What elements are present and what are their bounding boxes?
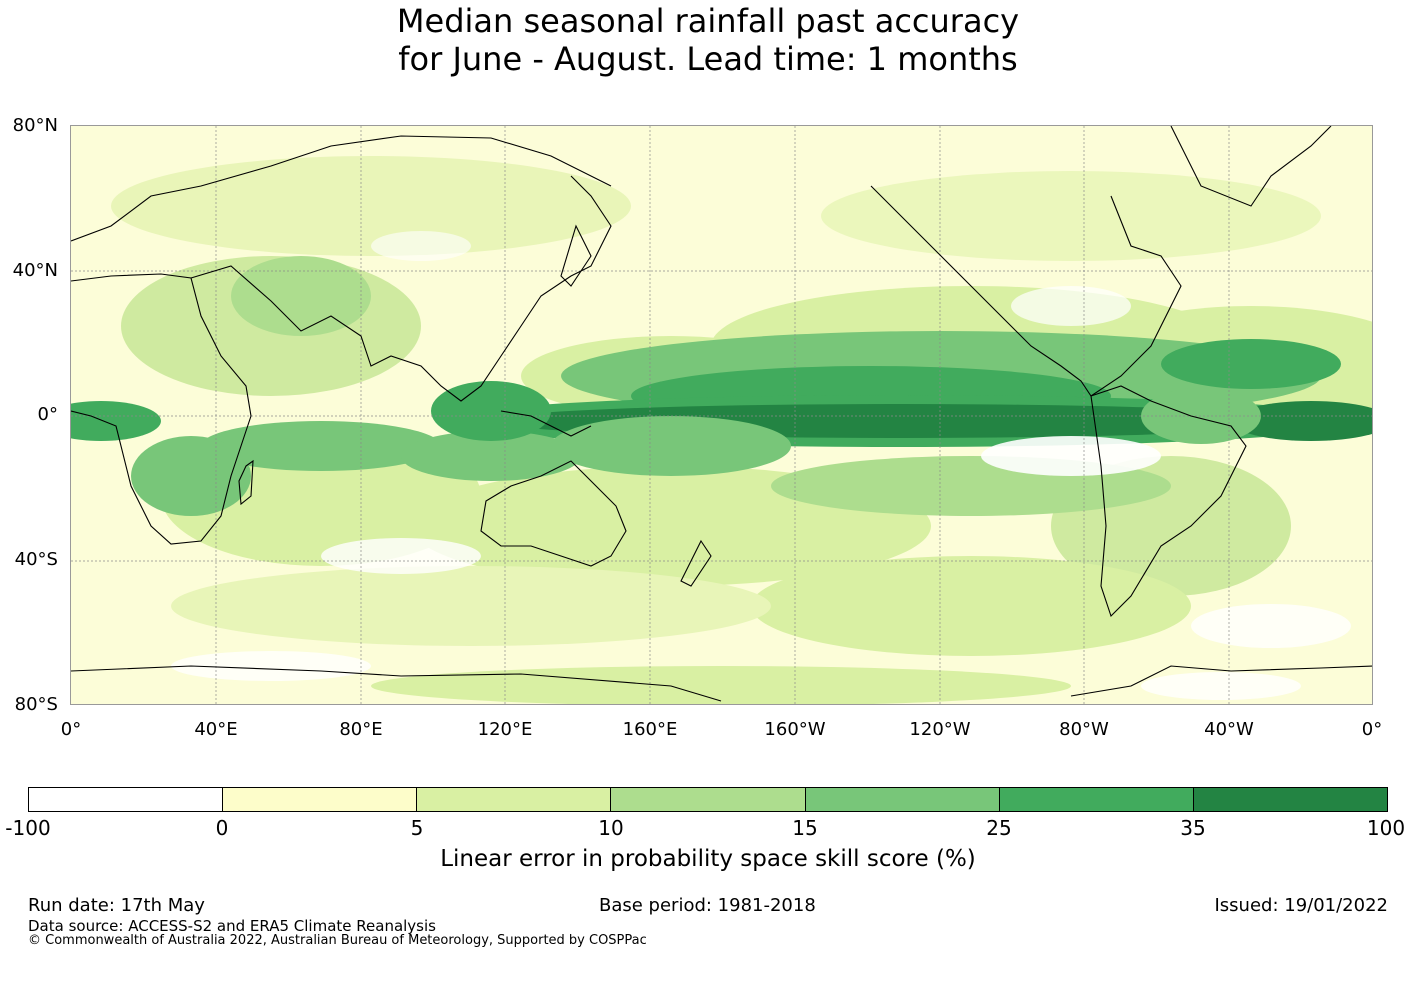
skill-field: [71, 156, 1372, 704]
lon-label-120w: 120°W: [909, 719, 971, 740]
colorbar-swatch: [1193, 788, 1387, 811]
lat-label-80n: 80°N: [12, 115, 58, 136]
lon-label-80e: 80°E: [339, 719, 383, 740]
colorbar-swatch: [611, 788, 806, 811]
issued-date: Issued: 19/01/2022: [1214, 895, 1388, 916]
colorbar-tick-label: -100: [5, 816, 51, 840]
run-date: Run date: 17th May: [28, 895, 205, 916]
chart-title-line-2: for June - August. Lead time: 1 months: [398, 40, 1018, 78]
lat-label-0: 0°: [37, 404, 58, 425]
lon-label-160w: 160°W: [764, 719, 826, 740]
colorbar-tick-label: 0: [215, 816, 229, 840]
map-canvas: [71, 126, 1372, 704]
colorbar-swatch: [805, 788, 1000, 811]
chart-title-line-1: Median seasonal rainfall past accuracy: [396, 2, 1020, 40]
graticule: [71, 126, 1372, 704]
colorbar-swatch: [29, 788, 224, 811]
lat-label-40n: 40°N: [12, 260, 58, 281]
colorbar-swatch: [223, 788, 418, 811]
copyright: © Commonwealth of Australia 2022, Austra…: [28, 933, 647, 948]
lon-label-120e: 120°E: [477, 719, 533, 740]
lon-label-160e: 160°E: [622, 719, 678, 740]
colorbar-tick-label: 5: [410, 816, 424, 840]
colorbar-tick-label: 10: [598, 816, 624, 840]
skill-score-map: [70, 125, 1373, 705]
lon-label-40e: 40°E: [194, 719, 238, 740]
colorbar-tick-label: 15: [792, 816, 818, 840]
colorbar-tick-label: 35: [1180, 816, 1206, 840]
coastlines: [71, 126, 1372, 702]
lon-label-0-west: 0°: [60, 719, 82, 740]
colorbar-swatch: [999, 788, 1194, 811]
colorbar-title: Linear error in probability space skill …: [440, 846, 976, 872]
base-period: Base period: 1981-2018: [599, 895, 816, 916]
colorbar-tick-label: 100: [1366, 816, 1406, 840]
colorbar: [28, 787, 1388, 812]
lon-label-0-east: 0°: [1361, 719, 1383, 740]
lon-label-80w: 80°W: [1059, 719, 1109, 740]
lon-label-40w: 40°W: [1204, 719, 1254, 740]
colorbar-tick-label: 25: [986, 816, 1012, 840]
lat-label-80s: 80°S: [14, 694, 58, 715]
colorbar-swatch: [417, 788, 612, 811]
lat-label-40s: 40°S: [14, 549, 58, 570]
data-source: Data source: ACCESS-S2 and ERA5 Climate …: [28, 917, 436, 935]
